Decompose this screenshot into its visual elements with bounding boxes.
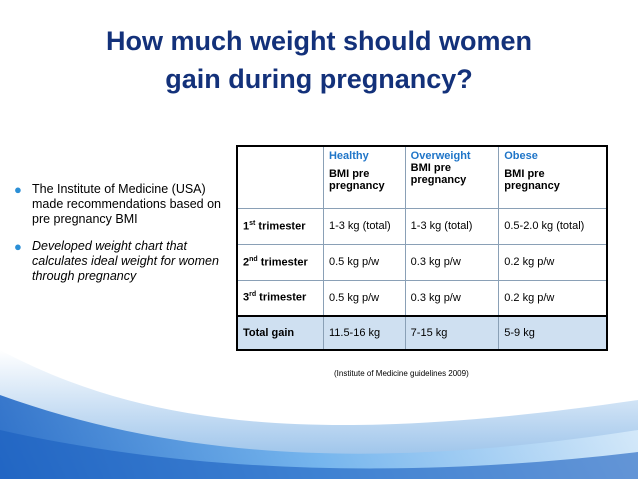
slide-title: How much weight should women gain during… <box>20 22 618 98</box>
header-category: Healthy <box>328 150 369 162</box>
bullet-dot-icon: ● <box>14 182 22 197</box>
table-cell: 11.5-16 kg <box>322 315 406 351</box>
row-label: Total gain <box>236 315 324 351</box>
table-header-row: Healthy BMI pre pregnancy Overweight BMI… <box>236 145 608 209</box>
table-cell: 0.5 kg p/w <box>322 243 406 281</box>
table-cell: 7-15 kg <box>404 315 500 351</box>
header-sub: BMI pre pregnancy <box>504 168 560 192</box>
header-cell: Obese BMI pre pregnancy <box>498 145 608 209</box>
table-cell: 0.3 kg p/w <box>404 243 500 281</box>
title-line-2: gain during pregnancy? <box>165 64 473 94</box>
bullet-text: The Institute of Medicine (USA) made rec… <box>32 182 222 226</box>
row-label: 2nd trimester <box>236 243 324 281</box>
bullet-item: ● Developed weight chart that calculates… <box>14 239 224 284</box>
header-empty-cell <box>236 145 324 209</box>
header-sub: BMI pre pregnancy <box>410 162 467 186</box>
header-cell: Healthy BMI pre pregnancy <box>322 145 406 209</box>
bullet-item: ● The Institute of Medicine (USA) made r… <box>14 182 224 227</box>
title-line-1: How much weight should women <box>105 26 532 56</box>
row-label: 1st trimester <box>236 207 324 245</box>
table-caption: (Institute of Medicine guidelines 2009) <box>334 369 469 378</box>
table-cell: 0.3 kg p/w <box>404 279 500 317</box>
row-label: 3rd trimester <box>236 279 324 317</box>
header-sub: BMI pre pregnancy <box>328 168 385 192</box>
bullet-text: Developed weight chart that calculates i… <box>32 239 219 283</box>
total-row: Total gain 11.5-16 kg 7-15 kg 5-9 kg <box>236 315 608 351</box>
table-cell: 0.5-2.0 kg (total) <box>498 207 608 245</box>
weight-gain-table: Healthy BMI pre pregnancy Overweight BMI… <box>236 145 608 351</box>
bullet-dot-icon: ● <box>14 239 22 254</box>
table-row: 1st trimester 1-3 kg (total) 1-3 kg (tot… <box>236 207 608 245</box>
header-category: Overweight <box>410 150 471 162</box>
header-category: Obese <box>504 150 538 162</box>
table-cell: 5-9 kg <box>498 315 608 351</box>
table-cell: 1-3 kg (total) <box>322 207 406 245</box>
table-row: 2nd trimester 0.5 kg p/w 0.3 kg p/w 0.2 … <box>236 243 608 281</box>
header-cell: Overweight BMI pre pregnancy <box>404 145 500 209</box>
table-row: 3rd trimester 0.5 kg p/w 0.3 kg p/w 0.2 … <box>236 279 608 317</box>
table-cell: 0.5 kg p/w <box>322 279 406 317</box>
table-cell: 0.2 kg p/w <box>498 243 608 281</box>
table-cell: 1-3 kg (total) <box>404 207 500 245</box>
table-cell: 0.2 kg p/w <box>498 279 608 317</box>
bullet-list: ● The Institute of Medicine (USA) made r… <box>14 182 224 296</box>
